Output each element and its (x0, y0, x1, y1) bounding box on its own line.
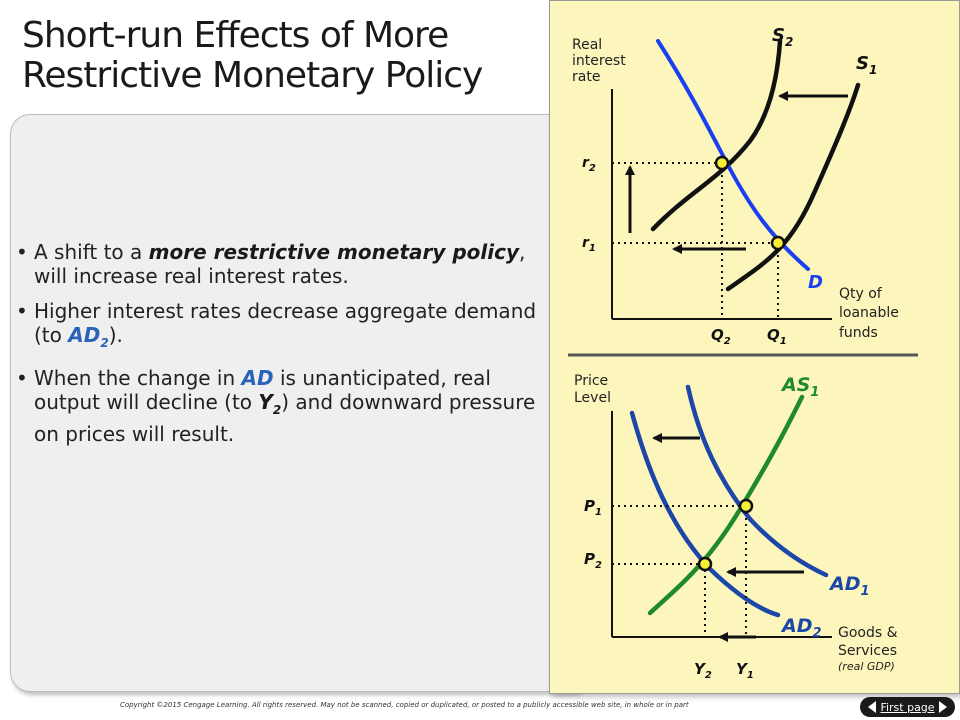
bullet-y2-subscript: 2 (272, 403, 282, 417)
graphs-svg: Real interest rate Qty of loanable funds… (568, 25, 918, 681)
slide-title: Short-run Effects of More Restrictive Mo… (22, 16, 552, 96)
supply-curve-s1 (725, 82, 861, 292)
bullet-text: ) and downward pressure on prices will r… (34, 390, 536, 446)
arrow-right-icon (938, 701, 947, 713)
label-as1: AS1 (780, 374, 819, 400)
graph-panel: Real interest rate Qty of loanable funds… (549, 0, 960, 694)
bullet-ad: AD (241, 366, 274, 390)
top-y-axis-label: Real interest rate (572, 37, 630, 85)
bottom-x-axis-label: Goods & Services (838, 625, 902, 659)
label-s2: S2 (772, 25, 793, 49)
label-p1: P1 (584, 497, 602, 518)
top-x-axis-label: Qty of loanable funds (839, 286, 903, 341)
equilibrium-point-q2 (714, 155, 730, 171)
bullet-ad2-subscript: 2 (100, 336, 109, 350)
label-y1: Y1 (736, 660, 754, 681)
bullet-y2-letter: Y (258, 390, 273, 414)
first-page-label: First page (880, 700, 935, 714)
bullet-y2: Y2 (258, 390, 282, 417)
arrow-left-icon (868, 701, 877, 713)
label-r1: r1 (582, 235, 596, 254)
bottom-x-axis-note: (real GDP) (838, 660, 895, 673)
copyright-notice: Copyright ©2015 Cengage Learning. All ri… (120, 701, 689, 709)
bullet-ad2-letters: AD (68, 323, 101, 347)
bullet-text: When the change in (34, 366, 242, 390)
equilibrium-point-q1 (770, 235, 786, 251)
label-r2: r2 (582, 155, 596, 174)
equilibrium-point-e2 (697, 556, 713, 572)
label-s1: S1 (856, 53, 877, 77)
label-ad2: AD2 (780, 615, 822, 641)
equilibrium-point-e1 (738, 498, 754, 514)
aggregate-demand-ad1 (685, 384, 829, 578)
bottom-y-axis-label: Price Level (574, 373, 613, 406)
slide-title-line-1: Short-run Effects of More (22, 15, 449, 56)
bullet-emphasis: more restrictive monetary policy (148, 240, 520, 264)
label-ad1: AD1 (828, 573, 870, 599)
first-page-button[interactable]: First page (860, 697, 955, 717)
bullet-text: , will increase real interest rates. (34, 240, 526, 288)
demand-curve-d (656, 39, 810, 271)
label-y2: Y2 (694, 660, 712, 681)
bullet-text: is unanticipated, real output will decli… (34, 366, 491, 414)
bullet-text: Higher interest rates decrease aggregate… (34, 299, 537, 347)
bullet-text: A shift to a (34, 240, 149, 264)
bullet-text: ). (108, 323, 123, 347)
label-q2: Q2 (711, 326, 731, 347)
bullet-item: A shift to a more restrictive monetary p… (14, 240, 544, 288)
bullet-item: Higher interest rates decrease aggregate… (14, 299, 544, 355)
bullet-list: A shift to a more restrictive monetary p… (14, 240, 544, 457)
supply-curve-s2 (650, 38, 783, 232)
label-d: D (808, 272, 823, 293)
slide-title-line-2: Restrictive Monetary Policy (22, 55, 483, 96)
label-p2: P2 (584, 550, 602, 571)
label-q1: Q1 (767, 326, 787, 347)
bullet-ad2: AD2 (68, 323, 109, 350)
bullet-item: When the change in AD is unanticipated, … (14, 366, 544, 446)
